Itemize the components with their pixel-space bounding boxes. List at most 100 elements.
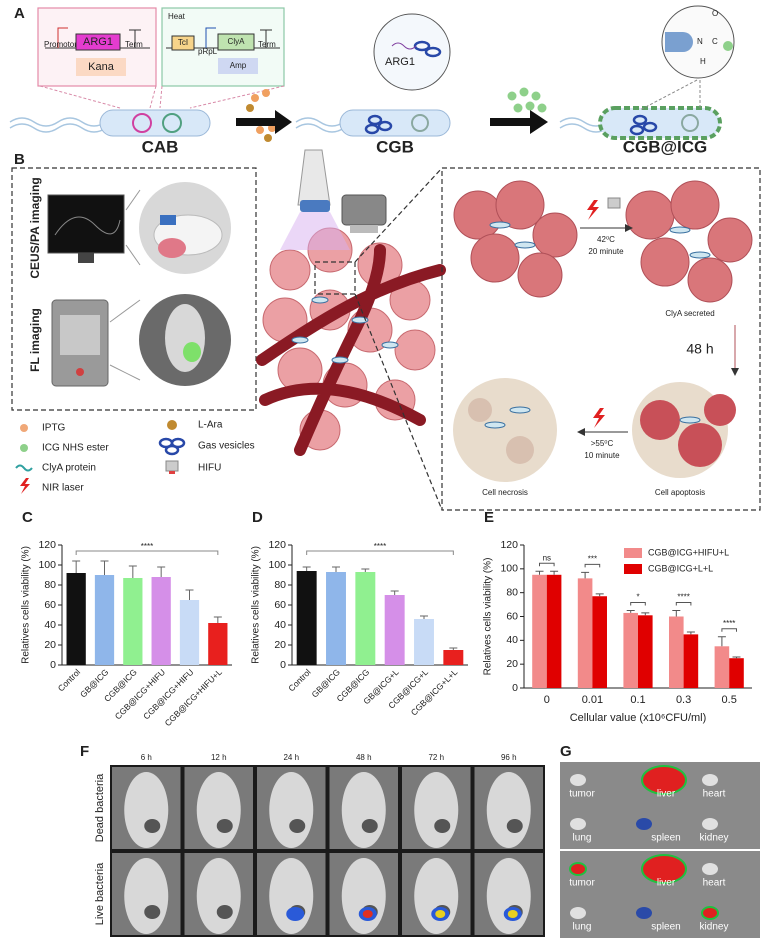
gene-box (171, 35, 195, 51)
error-bar (332, 566, 340, 572)
bacteria (291, 296, 399, 364)
error-bar (213, 616, 222, 623)
bond-text: C (712, 37, 718, 46)
zoom-lines (354, 167, 443, 511)
y-tick-label: 0 (512, 682, 518, 694)
step-text: >55⁰C (591, 439, 614, 448)
step-text: 10 minute (584, 451, 620, 460)
step-text: ClyA secreted (665, 309, 714, 318)
zoom-text: ARG1 (385, 56, 415, 68)
y-tick-label: 20 (44, 639, 56, 651)
plasmid-text: Term (258, 40, 276, 49)
panel-label: G (560, 743, 572, 760)
lara-dots (246, 104, 272, 142)
bar (638, 615, 653, 688)
plasmid-text: pRpL (198, 47, 218, 56)
bar (729, 658, 744, 688)
bar (414, 619, 434, 665)
panel-b: B CEUS/PA imaging FL imaging IPTG ICG NH… (11, 149, 761, 511)
error-bar (550, 570, 559, 575)
marker-box (76, 58, 126, 76)
error-bar (157, 566, 166, 577)
stage-label: CAB (142, 137, 179, 156)
organ-label: heart (703, 789, 726, 800)
monitor (47, 194, 125, 254)
organ (701, 906, 719, 920)
x-tick-label: CGB@ICG+HIFU (113, 667, 167, 721)
organ (702, 863, 718, 875)
step-text: 42⁰C (597, 235, 615, 244)
organ (636, 818, 652, 830)
plasmid-text: Kana (88, 61, 115, 73)
legend-icon (165, 460, 179, 472)
bar (683, 634, 699, 688)
y-tick-label: 100 (500, 563, 518, 575)
significance-bracket (675, 602, 692, 606)
signal-hot (362, 910, 373, 918)
y-tick-label: 100 (38, 559, 56, 571)
legend-text: L-Ara (198, 420, 223, 431)
beam (280, 212, 350, 250)
legend-icon (20, 424, 28, 432)
error-bar (128, 565, 137, 578)
plasmid (162, 113, 182, 133)
organ (702, 774, 718, 786)
mouse (269, 772, 314, 848)
mouse (269, 858, 314, 934)
mouse (165, 304, 205, 372)
time-label: 48 h (356, 753, 372, 762)
y-axis-title: Relatives cells viability (%) (21, 546, 32, 664)
organ (641, 854, 687, 884)
organ-label: lung (573, 922, 592, 933)
step-text: Cell apoptosis (655, 488, 705, 497)
step-text: 48 h (686, 341, 713, 357)
zoom-lines (639, 79, 701, 111)
zoom-box (314, 261, 356, 295)
gas-vesicles (629, 114, 658, 136)
mouse (486, 858, 531, 934)
marker-box (218, 58, 258, 74)
panel-label: B (14, 151, 25, 168)
imager-door (60, 315, 100, 355)
legend-icon (20, 444, 28, 452)
zoom-lines (39, 85, 285, 109)
imager-light (76, 368, 84, 376)
y-tick-label: 0 (50, 659, 56, 671)
significance-bracket (306, 550, 454, 555)
imaging-label: FL imaging (28, 308, 42, 372)
mouse (414, 858, 459, 934)
zoom-circle (373, 13, 451, 91)
significance: *** (588, 555, 597, 564)
organ (570, 907, 586, 919)
imaging-box (11, 167, 257, 411)
significance: **** (374, 542, 386, 551)
panel-a: A Promotor ARG1 Term Kana Heat TcI pRpL … (9, 5, 735, 156)
mouse (124, 772, 169, 848)
monitor-stand (78, 253, 94, 263)
time-label: 72 h (428, 753, 444, 762)
bacterium-coated (598, 106, 722, 140)
bond-text: O (712, 9, 718, 18)
plasmid-text: TcI (178, 38, 188, 47)
zoom-lines (109, 299, 141, 381)
error-bar (595, 593, 604, 597)
organ-label: liver (657, 878, 676, 889)
organ-label: lung (573, 833, 592, 844)
plasmid-text: ClyA (228, 37, 246, 46)
bar (151, 577, 171, 665)
organ-label: kidney (700, 922, 729, 933)
bar (179, 600, 200, 665)
row-label: Dead bacteria (94, 773, 106, 842)
error-bar (390, 590, 399, 595)
probe-head (300, 200, 330, 212)
time-label: 96 h (501, 753, 517, 762)
mouse (486, 772, 531, 848)
y-tick-label: 0 (280, 659, 286, 671)
ultrasound-probe (297, 149, 331, 206)
process-box (441, 167, 761, 511)
icg-dot (723, 41, 733, 51)
y-tick-label: 40 (506, 634, 518, 646)
bond-text: N (697, 37, 703, 46)
y-tick-label: 80 (506, 586, 518, 598)
tumor (361, 819, 378, 833)
